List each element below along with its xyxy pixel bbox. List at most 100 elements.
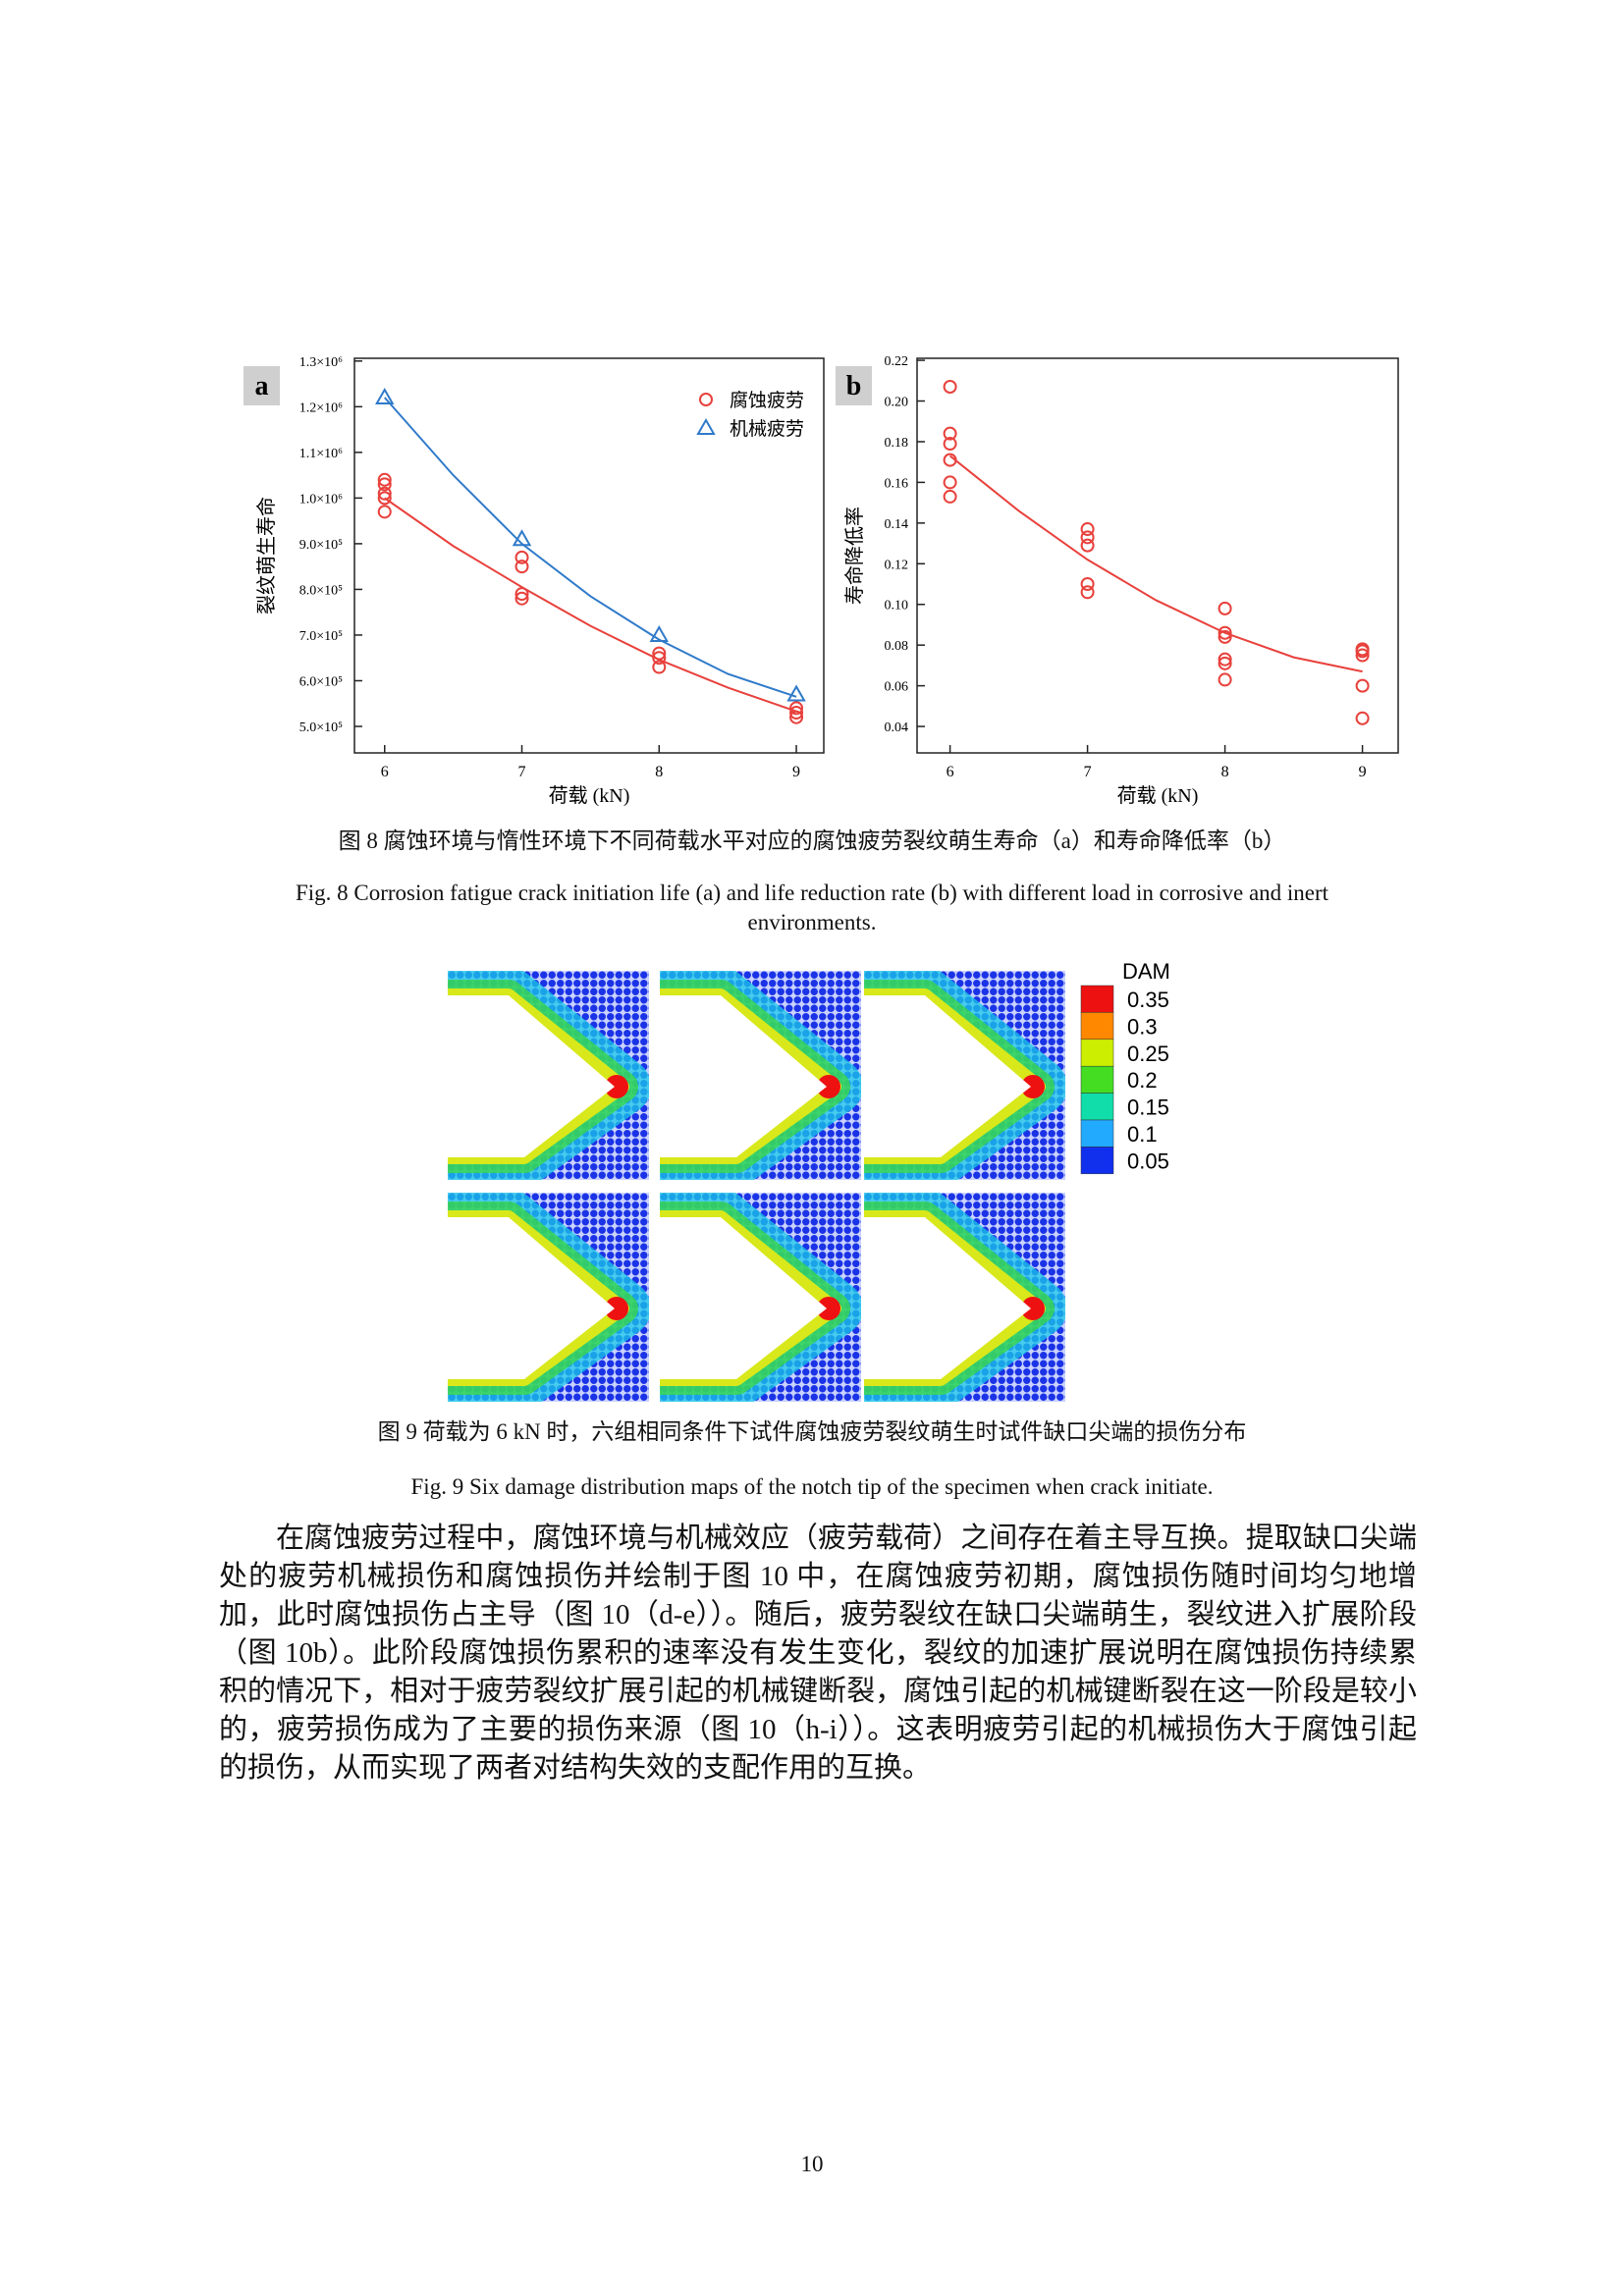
data-point	[1080, 577, 1095, 592]
data-point	[377, 472, 392, 487]
legend-marker	[699, 393, 713, 406]
data-point	[789, 710, 804, 724]
y-tick-label: 1.2×10⁶	[299, 400, 343, 415]
figure-8-caption-zh: 图 8 腐蚀环境与惰性环境下不同荷载水平对应的腐蚀疲劳裂纹萌生寿命（a）和寿命降…	[338, 828, 1286, 853]
data-point	[652, 660, 667, 674]
data-point	[377, 505, 392, 519]
data-point	[1218, 656, 1232, 670]
legend-level-label: 0.2	[1127, 1068, 1158, 1093]
fit-curve	[383, 397, 797, 698]
y-tick-label: 0.16	[885, 476, 909, 491]
legend-level-label: 0.15	[1127, 1095, 1169, 1120]
data-point	[943, 489, 957, 504]
plot-frame	[916, 357, 1399, 754]
legend-label: 腐蚀疲劳	[730, 390, 804, 411]
legend-label: 机械疲劳	[730, 418, 804, 440]
legend-swatch	[1080, 1119, 1114, 1148]
x-axis-title: 荷载 (kN)	[549, 784, 630, 807]
data-point	[943, 453, 957, 467]
data-point	[375, 387, 395, 405]
damage-map	[854, 971, 1065, 1180]
legend-marker	[696, 417, 716, 435]
data-point	[377, 477, 392, 492]
y-tick-label: 0.06	[885, 680, 909, 695]
data-point	[1080, 522, 1095, 537]
legend-level-label: 0.35	[1127, 988, 1169, 1012]
data-point	[514, 587, 529, 602]
data-point	[1080, 530, 1095, 545]
data-point	[1355, 711, 1370, 725]
data-point	[789, 701, 804, 716]
legend-swatch	[1080, 1147, 1114, 1175]
x-tick-label: 6	[947, 764, 954, 780]
damage-map	[650, 971, 861, 1180]
y-tick-label: 0.10	[885, 599, 909, 614]
plot-frame	[353, 357, 825, 754]
data-point	[1080, 538, 1095, 553]
damage-map	[448, 1193, 649, 1402]
data-point	[1355, 678, 1370, 693]
panel-label-box	[836, 366, 872, 405]
damage-map	[650, 1193, 861, 1402]
legend-level-label: 0.3	[1127, 1014, 1158, 1039]
data-point	[943, 437, 957, 452]
y-tick-label: 5.0×10⁵	[299, 721, 343, 735]
data-point	[514, 591, 529, 606]
page-number: 10	[800, 2152, 824, 2176]
legend-level-label: 0.1	[1127, 1122, 1158, 1147]
figure-8: a 6 7 8 9 5.0×10⁵ 6.0×10⁵ 7.0×10⁵ 8.0×10⁵ 9.0×10⁵…	[244, 354, 1399, 807]
figure-9-caption-zh: 图 9 荷载为 6 kN 时，六组相同条件下试件腐蚀疲劳裂纹萌生时试件缺口尖端的…	[377, 1419, 1247, 1444]
data-point	[652, 651, 667, 666]
y-tick-label: 1.3×10⁶	[299, 355, 343, 370]
data-point	[786, 684, 806, 702]
legend-level-label: 0.25	[1127, 1041, 1169, 1066]
data-point	[514, 560, 529, 574]
data-point	[1080, 585, 1095, 600]
damage-map	[854, 1193, 1065, 1402]
x-axis-title: 荷载 (kN)	[1117, 784, 1199, 807]
data-point	[1355, 644, 1370, 659]
x-tick-label: 8	[1221, 764, 1229, 780]
x-tick-label: 7	[518, 764, 526, 780]
data-point	[652, 646, 667, 661]
x-tick-label: 7	[1084, 764, 1092, 780]
fit-curve	[948, 454, 1363, 673]
data-point	[943, 380, 957, 395]
data-point	[943, 475, 957, 490]
y-tick-label: 0.18	[885, 436, 909, 451]
panel-label: a	[255, 371, 269, 401]
figure-9: DAM 0.350.30.250.20.150.10.05	[448, 957, 1170, 1409]
legend-swatch	[1080, 985, 1114, 1013]
x-tick-label: 8	[655, 764, 663, 780]
data-point	[1218, 652, 1232, 667]
y-tick-label: 0.14	[885, 517, 909, 532]
data-point	[512, 529, 532, 547]
data-point	[1218, 672, 1232, 687]
y-tick-label: 0.04	[885, 721, 909, 735]
legend-swatch	[1080, 1039, 1114, 1067]
legend-swatch	[1080, 1093, 1114, 1121]
body-paragraph: 在腐蚀疲劳过程中，腐蚀环境与机械效应（疲劳载荷）之间存在着主导互换。提取缺口尖端…	[219, 1522, 1417, 1784]
data-point	[649, 624, 670, 642]
y-tick-label: 8.0×10⁵	[299, 583, 343, 598]
data-point	[377, 491, 392, 506]
data-point	[789, 706, 804, 721]
data-point	[1218, 601, 1232, 615]
data-point	[943, 426, 957, 441]
legend-level-label: 0.05	[1127, 1148, 1169, 1173]
y-tick-label: 7.0×10⁵	[299, 629, 343, 644]
data-point	[514, 550, 529, 564]
damage-map	[448, 971, 649, 1180]
data-point	[1218, 629, 1232, 644]
y-tick-label: 0.20	[885, 396, 909, 410]
panel-label: b	[846, 371, 862, 401]
figure-8-caption-en: Fig. 8 Corrosion fatigue crack initiatio…	[295, 881, 1329, 934]
fit-curve	[384, 497, 797, 713]
legend-swatch	[1080, 1012, 1114, 1041]
legend-title: DAM	[1122, 959, 1170, 984]
panel-label-box	[244, 366, 280, 405]
x-tick-label: 9	[1359, 764, 1367, 780]
y-axis-title: 裂纹萌生寿命	[255, 497, 278, 614]
data-point	[377, 486, 392, 501]
